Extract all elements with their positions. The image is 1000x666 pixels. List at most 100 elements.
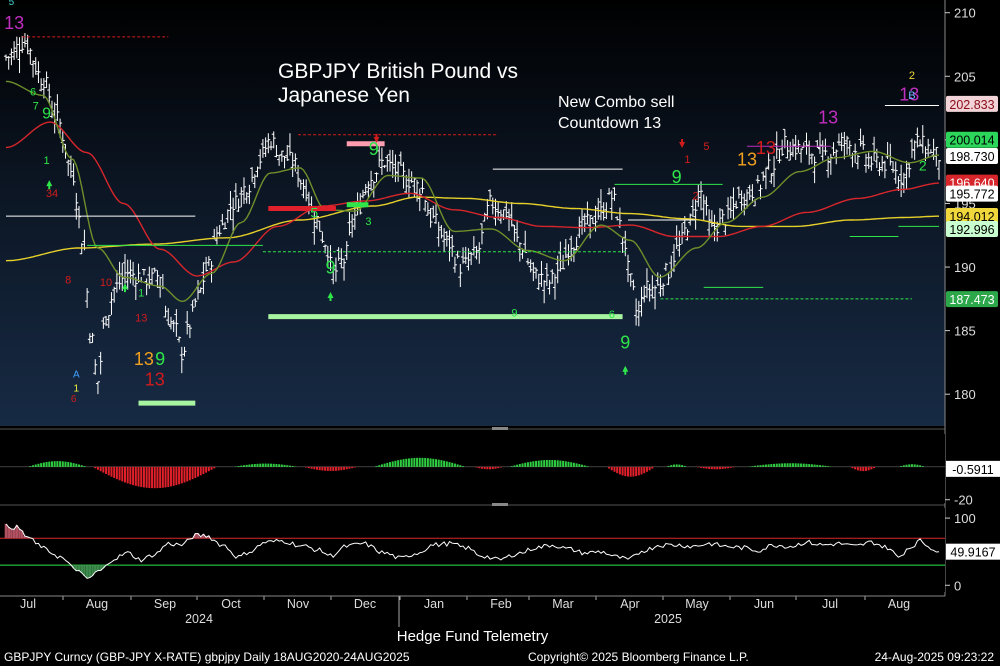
panel-resize-handle: [492, 503, 508, 506]
td-count-label: 13: [737, 149, 757, 169]
x-month-label: Nov: [287, 597, 310, 611]
y-tick-label: 180: [954, 387, 976, 402]
td-count-label: 6: [30, 86, 36, 98]
oscillator-tick-label: 100: [954, 511, 976, 526]
price-level-tag: [946, 131, 998, 148]
td-count-label: 13: [818, 107, 838, 127]
y-axis-labels: 180185190195200205210202.833200.014198.7…: [945, 6, 1000, 593]
moving-average-fast: [5, 80, 940, 303]
price-level-label: 200.014: [949, 134, 994, 148]
footer-copyright: Copyright© 2025 Bloomberg Finance L.P.: [528, 650, 749, 664]
x-month-label: May: [685, 597, 709, 611]
histogram-value-label: -0.5911: [952, 463, 994, 477]
x-month-label: Aug: [86, 597, 108, 611]
td-count-label: 2: [909, 70, 915, 82]
sell-arrow-icon: [373, 133, 380, 143]
x-month-label: Feb: [490, 597, 512, 611]
y-tick-label: 185: [954, 324, 976, 339]
td-count-label: 2: [919, 157, 927, 173]
y-tick-label: 210: [954, 6, 976, 21]
x-month-label: Jul: [20, 597, 36, 611]
price-level-label: 198.730: [949, 150, 994, 164]
oscillator-tick-label: 0: [954, 578, 961, 593]
y-tick-label: 190: [954, 260, 976, 275]
td-count-label: 7: [33, 100, 39, 112]
chart-title: GBPJPY British Pound vs Japanese Yen: [278, 60, 578, 108]
td-count-label: 9: [620, 332, 630, 352]
td-count-label: 5: [310, 204, 318, 220]
title-line-2: Japanese Yen: [278, 84, 410, 107]
td-count-label: 8: [65, 275, 71, 287]
td-count-label: 1: [44, 155, 50, 167]
price-level-label: 187.473: [949, 293, 994, 307]
buy-arrow-icon: [121, 283, 128, 293]
x-month-label: Jun: [754, 597, 774, 611]
oscillator-value-tag: [946, 543, 1000, 560]
panel-resize-handle: [492, 427, 508, 430]
price-level-label: 192.996: [949, 223, 994, 237]
buy-arrow-icon: [622, 365, 629, 375]
x-month-label: Oct: [221, 597, 241, 611]
annotation-line-2: Countdown 13: [558, 115, 662, 132]
td-count-label: 10: [100, 277, 112, 289]
td-count-label: 3: [365, 216, 371, 228]
y-tick-label: 205: [954, 69, 976, 84]
td-count-label: 34: [46, 188, 58, 200]
combo-annotation: New Combo sell Countdown 13: [558, 92, 758, 134]
td-count-label: 5: [703, 141, 709, 153]
td-count-label: 9: [369, 139, 379, 159]
x-month-label: Apr: [620, 597, 639, 611]
histogram-value-tag: [946, 460, 1000, 477]
oscillator-panel: [0, 508, 945, 592]
x-axis: Jul Aug Sep Oct Nov Dec Jan Feb Mar Apr May Jun Jul A…: [0, 595, 945, 627]
buy-arrow-icon: [46, 180, 53, 190]
td-count-label: 1: [74, 384, 80, 395]
x-year-label: 2025: [654, 612, 682, 626]
footer-watermark: Hedge Fund Telemetry: [396, 628, 549, 645]
td-count-label: 1: [684, 154, 690, 166]
td-count-label: 13: [135, 313, 147, 325]
td-count-label: 9: [511, 308, 517, 320]
x-year-label: 2024: [185, 612, 213, 626]
x-month-label: Jul: [822, 597, 838, 611]
moving-average-slow: [5, 196, 939, 262]
histogram-panel: [0, 434, 945, 503]
td-count-label: 13: [4, 13, 24, 33]
sell-arrow-icon: [679, 138, 686, 148]
td-count-label: 2: [693, 191, 699, 203]
price-level-tag: [946, 291, 998, 308]
td-count-label: 6: [609, 309, 615, 321]
price-level-tag: [946, 95, 998, 112]
price-level-label: 202.833: [949, 98, 994, 112]
td-count-label: 9: [326, 257, 336, 277]
x-month-label: Mar: [552, 597, 574, 611]
histogram-tick-label: -20: [954, 493, 973, 508]
price-level-tag: [946, 220, 998, 237]
oscillator-line: [5, 523, 940, 579]
moving-average-mid: [5, 121, 940, 277]
td-count-label: 9: [42, 105, 51, 122]
td-count-label: 9: [672, 167, 682, 187]
price-level-tag: [946, 185, 998, 202]
td-count-label: 13: [756, 138, 776, 158]
x-month-label: Jan: [424, 597, 444, 611]
price-level-tag: [946, 208, 998, 225]
td-count-label: 1: [138, 287, 144, 299]
oscillator-value-label: 49.9167: [950, 546, 995, 560]
td-count-label: 5: [9, 0, 15, 8]
buy-arrow-icon: [327, 292, 334, 302]
td-count-label: A: [73, 370, 80, 381]
td-count-label: 9: [155, 349, 165, 369]
td-count-label: 13: [145, 369, 165, 389]
title-line-1: GBPJPY British Pound vs: [278, 60, 519, 83]
price-level-label: 195.772: [949, 188, 994, 202]
td-count-label: 13: [134, 349, 154, 369]
td-count-label: 6: [71, 394, 77, 405]
td-count-label: 13: [899, 84, 919, 104]
price-level-label: 194.012: [949, 210, 994, 224]
footer-security: GBPJPY Curncy (GBP-JPY X-RATE) gbpjpy Da…: [4, 650, 410, 664]
annotation-line-1: New Combo sell: [558, 94, 675, 111]
x-month-label: Sep: [154, 597, 176, 611]
